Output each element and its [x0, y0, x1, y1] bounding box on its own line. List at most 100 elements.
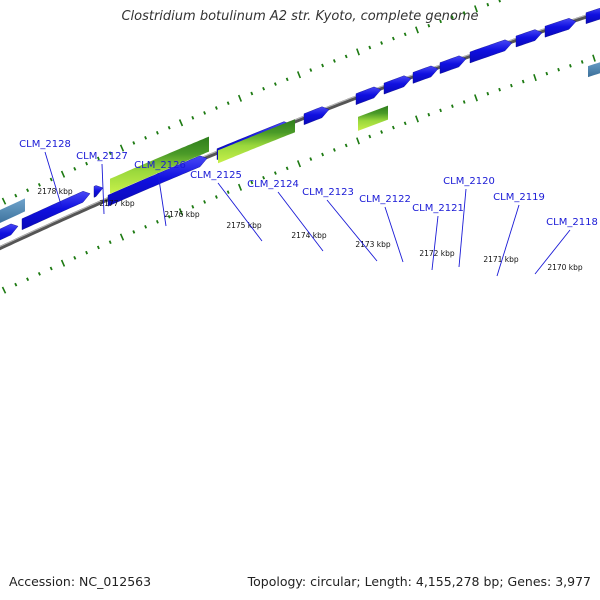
- track-dot: [415, 115, 419, 123]
- cds-arrow: [355, 86, 382, 105]
- track-dot: [167, 214, 171, 219]
- track-dot: [73, 256, 77, 260]
- track-dot: [250, 180, 254, 185]
- gene-leader-line: [326, 199, 378, 262]
- gene-label: CLM_2121: [412, 203, 464, 214]
- track-dot: [132, 230, 136, 234]
- track-dot: [545, 71, 549, 76]
- track-dot: [557, 67, 560, 72]
- track-dot: [439, 19, 442, 24]
- track-dot: [451, 104, 454, 108]
- track-dot: [85, 250, 89, 255]
- track-dot: [368, 134, 372, 139]
- kbp-tick-label: 2174 kbp: [291, 231, 327, 240]
- track-dot: [119, 233, 125, 241]
- track-dot: [14, 282, 18, 287]
- track-dot: [285, 77, 289, 82]
- cds-arrow: [515, 29, 543, 48]
- gene-leader-line: [277, 191, 324, 252]
- track-dot: [178, 119, 184, 127]
- kbp-tick-label: 2172 kbp: [419, 249, 455, 258]
- rna-block: [218, 119, 295, 164]
- track-dot: [296, 71, 302, 79]
- lower-dot-track: [1, 54, 596, 294]
- kbp-tick-label: 2173 kbp: [355, 240, 391, 249]
- track-dot: [486, 91, 490, 96]
- track-dot: [427, 112, 431, 117]
- track-dot: [391, 36, 395, 41]
- kbp-tick-label: 2177 kbp: [99, 199, 135, 208]
- track-dot: [155, 130, 159, 135]
- track-dot: [144, 225, 148, 229]
- track-dot: [273, 171, 277, 175]
- track-dot: [498, 87, 501, 92]
- gene-label: CLM_2118: [546, 217, 598, 228]
- kbp-tick-label: 2170 kbp: [547, 263, 583, 272]
- track-dot: [285, 166, 289, 171]
- track-dot: [403, 121, 407, 126]
- track-dot: [49, 266, 53, 271]
- rna-block: [110, 136, 209, 194]
- gene-leader-line: [384, 206, 404, 263]
- track-dot: [37, 272, 41, 276]
- track-dot: [321, 63, 325, 68]
- cds-arrow: [439, 55, 467, 74]
- gene-label: CLM_2128: [19, 139, 71, 150]
- track-dot: [344, 143, 348, 148]
- upper-dot-track: [1, 0, 501, 205]
- rna-block: [358, 105, 388, 131]
- gene-label: CLM_2123: [302, 187, 354, 198]
- repeat-region-block: [0, 198, 25, 223]
- gene-leader-line: [534, 229, 571, 275]
- track-dot: [356, 48, 360, 56]
- gene-label: CLM_2120: [443, 176, 495, 187]
- track-dot: [155, 219, 159, 224]
- track-dot: [203, 200, 207, 204]
- map-title: Clostridium botulinum A2 str. Kyoto, com…: [121, 9, 479, 24]
- track-dot: [569, 64, 572, 68]
- track-dot: [356, 137, 360, 145]
- genome-backbone: [0, 10, 600, 251]
- gene-leader-line: [157, 172, 167, 227]
- track-dot: [108, 151, 112, 156]
- cds-arrow: [544, 18, 577, 38]
- track-dot: [309, 68, 313, 72]
- track-dot: [474, 94, 478, 102]
- track-dot: [262, 86, 266, 91]
- cds-arrow: [0, 223, 19, 241]
- kbp-tick-label: 2178 kbp: [37, 187, 73, 196]
- gene-leader-line: [431, 215, 439, 271]
- track-dot: [510, 83, 513, 88]
- track-dot: [262, 175, 266, 180]
- track-dot: [85, 161, 89, 166]
- cds-arrow: [412, 65, 439, 84]
- track-dot: [415, 26, 419, 34]
- track-dot: [26, 277, 30, 282]
- track-dot: [462, 11, 466, 15]
- track-dot: [380, 41, 384, 45]
- track-dot: [26, 188, 30, 193]
- track-dot: [167, 125, 171, 130]
- track-dot: [1, 197, 7, 205]
- track-dot: [332, 148, 336, 152]
- cds-arrow: [383, 75, 412, 95]
- gene-label: CLM_2125: [190, 170, 242, 181]
- cds-arrow: [107, 155, 208, 207]
- track-dot: [226, 101, 230, 105]
- track-dot: [191, 115, 195, 120]
- track-dot: [344, 54, 348, 59]
- gene-label: CLM_2127: [76, 151, 128, 162]
- track-dot: [237, 183, 243, 191]
- track-dot: [96, 245, 100, 250]
- track-dot: [73, 167, 77, 171]
- track-dot: [462, 100, 466, 104]
- cds-arrow: [303, 106, 330, 125]
- gene-leader-line: [217, 182, 263, 242]
- gene-leader-line: [101, 163, 105, 215]
- cds-arrow: [93, 185, 104, 198]
- gene-label: CLM_2124: [247, 179, 299, 190]
- cds-arrow: [469, 39, 513, 64]
- track-dot: [403, 32, 407, 37]
- track-dot: [273, 82, 277, 86]
